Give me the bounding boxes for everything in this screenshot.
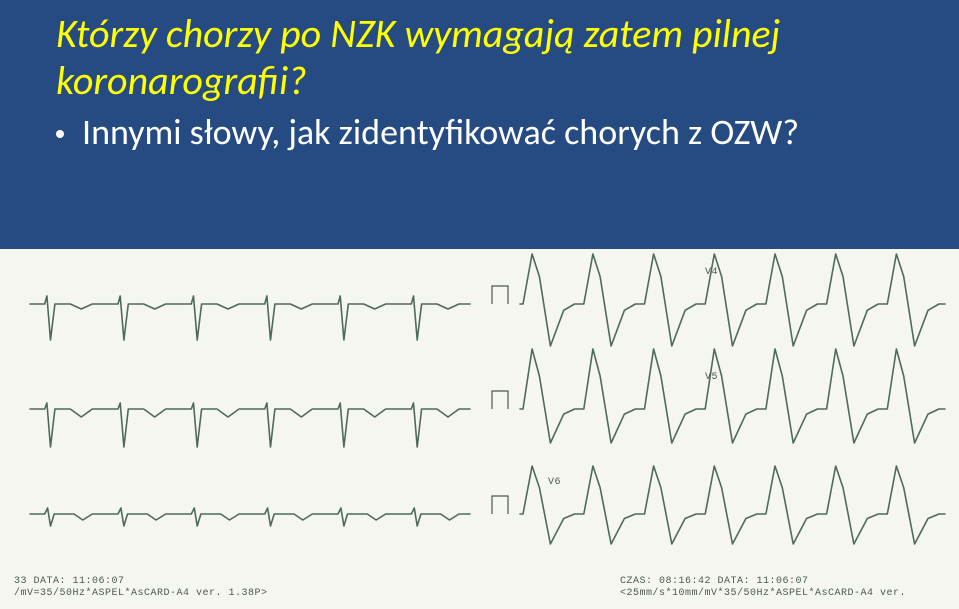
lead-label: V4 (705, 267, 718, 278)
bullet-text: Innymi słowy, jak zidentyfikować chorych… (82, 110, 919, 155)
slide: Którzy chorzy po NZK wymagają zatem piln… (0, 0, 959, 609)
text-block: Którzy chorzy po NZK wymagają zatem piln… (0, 0, 959, 155)
bullet-dot-icon (56, 130, 64, 138)
lead-label: V6 (548, 477, 561, 488)
ecg-trace (30, 403, 470, 447)
slide-title: Którzy chorzy po NZK wymagają zatem piln… (56, 10, 919, 104)
ecg-footer-right: <25mm/s*10mm/mV*35/50Hz*ASPEL*AsCARD-A4 … (620, 587, 906, 599)
ecg-trace (30, 296, 470, 340)
bullet-row: Innymi słowy, jak zidentyfikować chorych… (56, 110, 919, 155)
calibration-mark-icon (492, 496, 508, 514)
ecg-trace (520, 254, 945, 346)
ecg-footer-left: /mV=35/50Hz*ASPEL*AsCARD-A4 ver. 1.38P> (14, 587, 268, 599)
calibration-mark-icon (492, 286, 508, 304)
calibration-mark-icon (492, 391, 508, 409)
ecg-trace (520, 349, 945, 443)
ecg-svg: V4 V5 V6 33 DATA: 11:06:07/mV=35/50Hz*ASPEL… (0, 249, 959, 609)
ecg-footer-right: CZAS: 08:16:42 DATA: 11:06:07 (620, 576, 809, 587)
ecg-footer-left: 33 DATA: 11:06:07 (14, 576, 125, 587)
ecg-trace (30, 508, 470, 526)
ecg-image: V4 V5 V6 33 DATA: 11:06:07/mV=35/50Hz*ASPEL… (0, 249, 959, 609)
ecg-trace (520, 466, 945, 544)
lead-label: V5 (705, 372, 718, 383)
